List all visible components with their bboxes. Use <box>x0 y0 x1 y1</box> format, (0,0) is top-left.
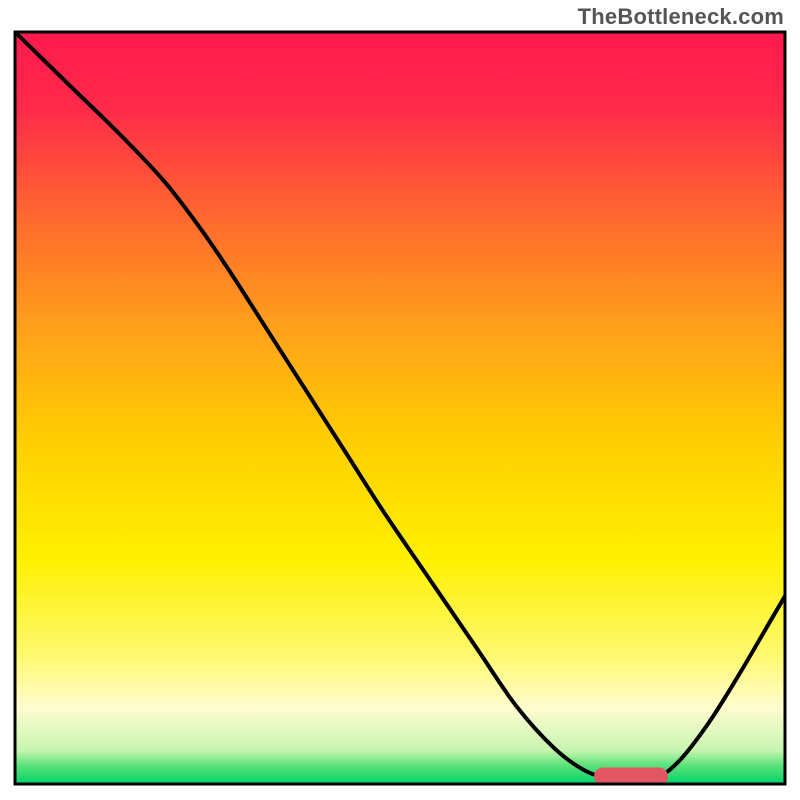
bottleneck-chart <box>0 0 800 800</box>
watermark-text: TheBottleneck.com <box>578 4 784 30</box>
chart-frame: TheBottleneck.com <box>0 0 800 800</box>
